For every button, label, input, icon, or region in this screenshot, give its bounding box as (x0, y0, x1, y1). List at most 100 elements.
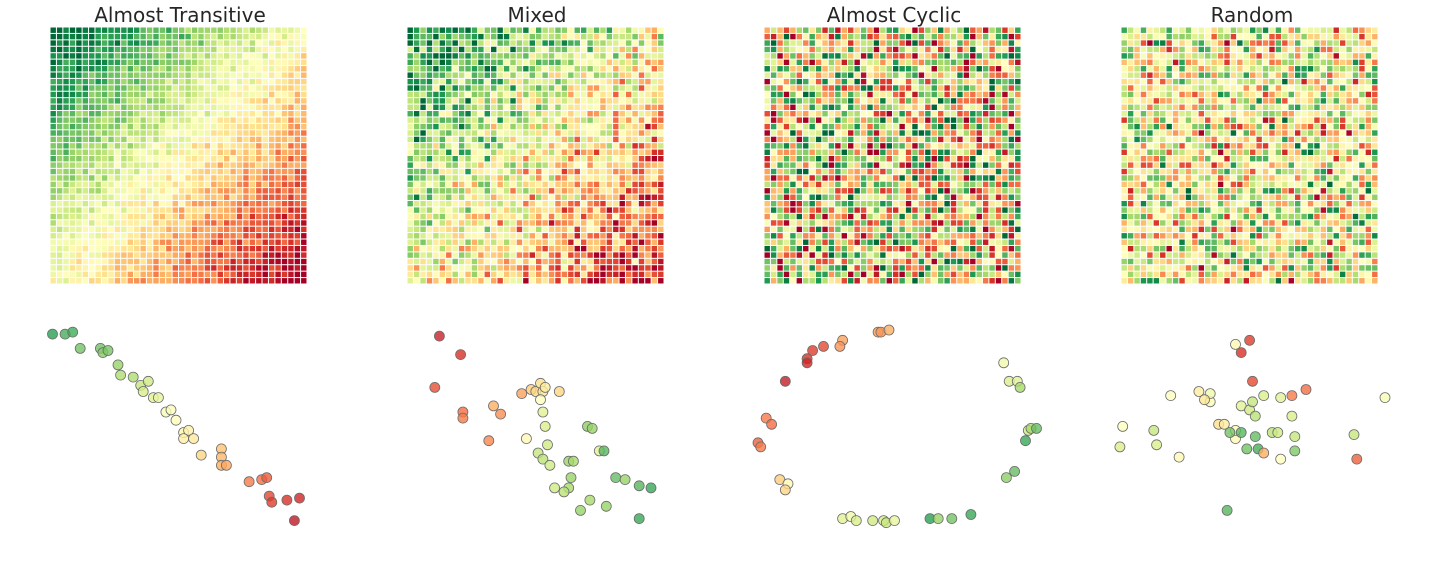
heatmap-cell (658, 40, 664, 46)
heatmap-cell (127, 168, 134, 175)
heatmap-cell (867, 143, 873, 149)
heatmap-cell (491, 258, 497, 265)
heatmap-cell (268, 175, 275, 181)
heatmap-cell (777, 233, 783, 239)
heatmap-cell (95, 143, 101, 149)
heatmap-cell (446, 194, 452, 200)
heatmap-cell (950, 194, 957, 200)
heatmap-cell (600, 188, 606, 194)
heatmap-cell (625, 156, 632, 162)
heatmap-cell (970, 143, 976, 149)
heatmap-cell (937, 200, 944, 207)
heatmap-cell (433, 149, 439, 155)
heatmap-cell (69, 33, 76, 40)
heatmap-cell (529, 162, 535, 168)
heatmap-cell (893, 46, 899, 53)
heatmap-cell (912, 226, 918, 233)
heatmap-cell (256, 181, 262, 188)
heatmap-cell (268, 123, 275, 130)
heatmap-cell (587, 175, 593, 181)
heatmap-cell (523, 162, 529, 168)
heatmap-cell (503, 162, 510, 168)
heatmap-cell (101, 181, 108, 188)
heatmap-cell (127, 252, 134, 258)
heatmap-cell (127, 27, 134, 33)
heatmap-cell (243, 72, 249, 78)
heatmap-cell (465, 27, 471, 33)
heatmap-cell (574, 66, 580, 72)
heatmap-cell (1008, 40, 1015, 46)
heatmap-cell (803, 200, 809, 207)
heatmap-cell (497, 278, 503, 284)
heatmap-cell (1179, 46, 1185, 53)
heatmap-cell (249, 194, 256, 200)
heatmap-cell (783, 213, 790, 220)
heatmap-cell (1015, 27, 1021, 33)
heatmap-cell (243, 245, 249, 252)
heatmap-cell (439, 91, 446, 98)
heatmap-cell (555, 33, 561, 40)
heatmap-cell (873, 33, 880, 40)
heatmap-cell (867, 27, 873, 33)
heatmap-cell (159, 78, 166, 85)
heatmap-cell (153, 59, 159, 66)
heatmap-cell (108, 168, 114, 175)
heatmap-cell (809, 123, 815, 130)
heatmap-cell (893, 213, 899, 220)
heatmap-cell (217, 162, 223, 168)
heatmap-cell (243, 123, 249, 130)
heatmap-cell (1275, 27, 1282, 33)
heatmap-cell (963, 156, 970, 162)
heatmap-cell (294, 252, 301, 258)
heatmap-cell (963, 207, 970, 213)
heatmap-cell (433, 265, 439, 271)
heatmap-cell (893, 40, 899, 46)
heatmap-cell (268, 252, 275, 258)
heatmap-cell (1015, 91, 1021, 98)
heatmap-cell (841, 104, 848, 111)
heatmap-cell (1002, 130, 1008, 136)
heatmap-cell (484, 200, 491, 207)
heatmap-cell (536, 104, 542, 111)
heatmap-cell (166, 27, 172, 33)
heatmap-cell (288, 33, 294, 40)
heatmap-cell (407, 117, 413, 123)
heatmap-cell (243, 104, 249, 111)
heatmap-cell (198, 245, 204, 252)
heatmap-cell (848, 168, 854, 175)
heatmap-cell (256, 117, 262, 123)
heatmap-cell (82, 188, 89, 194)
heatmap-cell (446, 271, 452, 278)
heatmap-cell (204, 265, 211, 271)
heatmap-cell (478, 123, 484, 130)
heatmap-cell (574, 130, 580, 136)
heatmap-cell (262, 168, 268, 175)
heatmap-cell (198, 78, 204, 85)
heatmap-cell (256, 59, 262, 66)
heatmap-cell (516, 156, 523, 162)
heatmap-cell (407, 278, 413, 284)
heatmap-cell (835, 117, 841, 123)
heatmap-cell (790, 200, 796, 207)
heatmap-cell (867, 278, 873, 284)
heatmap-cell (121, 130, 127, 136)
heatmap-cell (1002, 111, 1008, 117)
heatmap-cell (294, 123, 301, 130)
heatmap-cell (1237, 46, 1243, 53)
heatmap-cell (56, 156, 63, 162)
heatmap-cell (848, 258, 854, 265)
heatmap-cell (561, 33, 568, 40)
heatmap-cell (140, 98, 146, 104)
heatmap-cell (95, 98, 101, 104)
heatmap-cell (121, 111, 127, 117)
heatmap-cell (121, 252, 127, 258)
heatmap-cell (574, 175, 580, 181)
heatmap-cell (651, 194, 658, 200)
heatmap-cell (63, 252, 69, 258)
heatmap-cell (491, 85, 497, 91)
heatmap-cell (803, 271, 809, 278)
heatmap-cell (134, 59, 140, 66)
heatmap-cell (860, 85, 867, 91)
heatmap-cell (127, 66, 134, 72)
heatmap-cell (497, 53, 503, 59)
